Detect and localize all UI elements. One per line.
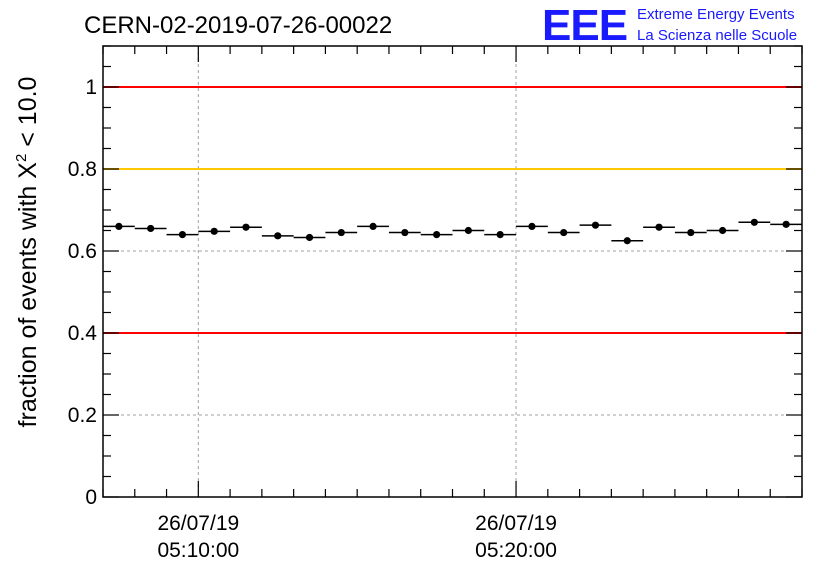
data-point	[579, 221, 612, 229]
axes	[102, 45, 803, 498]
y-tick-label: 1	[85, 76, 97, 99]
data-point-marker	[274, 232, 282, 240]
data-point-marker	[433, 231, 441, 239]
x-tick-label-date: 26/07/19	[475, 512, 557, 535]
data-point	[261, 232, 294, 240]
data-point	[198, 227, 231, 235]
y-axis-label-symbol: X	[14, 162, 42, 179]
data-point-marker	[496, 231, 504, 239]
data-point	[103, 222, 135, 230]
data-point	[484, 231, 517, 239]
y-tick-label: 0.2	[68, 404, 97, 427]
data-point	[230, 223, 262, 231]
x-tick-label-time: 05:20:00	[475, 539, 557, 562]
data-point	[643, 223, 675, 231]
data-point	[166, 231, 199, 239]
data-point	[293, 233, 326, 242]
data-point	[547, 228, 580, 237]
y-axis-label-prefix: fraction of events with	[14, 179, 42, 428]
data-point	[516, 222, 548, 230]
data-point	[325, 228, 358, 237]
y-axis-label-suffix: < 10.0	[14, 77, 42, 154]
y-tick-label: 0.4	[68, 322, 98, 345]
chart-title: CERN-02-2019-07-26-00022	[84, 12, 392, 39]
eee-logo-letters: EEE	[542, 1, 627, 50]
data-point	[706, 226, 739, 235]
data-point-marker	[401, 228, 409, 237]
data-point-marker	[718, 226, 727, 235]
y-tick-label: 0	[85, 486, 97, 509]
data-point-marker	[178, 231, 187, 239]
data-point-marker	[369, 222, 377, 230]
grid-lines	[103, 46, 802, 497]
data-point-marker	[623, 237, 631, 245]
x-tick-label-time: 05:10:00	[157, 539, 239, 562]
data-point-marker	[750, 218, 758, 226]
eee-logo-line2: La Scienza nelle Scuole	[637, 27, 797, 44]
data-point	[134, 224, 167, 233]
data-point-marker	[560, 228, 568, 237]
data-point	[452, 226, 485, 235]
y-axis-label-exponent: 2	[13, 154, 30, 162]
reference-lines	[103, 86, 802, 334]
data-point-marker	[591, 221, 600, 229]
x-tick-labels: 26/07/19 05:10:00 26/07/19 05:20:00	[157, 512, 556, 562]
data-point	[357, 222, 389, 230]
data-point-marker	[147, 224, 155, 233]
data-point-marker	[782, 220, 790, 228]
data-point	[611, 237, 644, 245]
data-point-marker	[337, 228, 345, 237]
x-tick-label-date: 26/07/19	[157, 512, 239, 535]
data-point-marker	[115, 222, 123, 230]
data-point-marker	[687, 228, 695, 237]
y-tick-label: 0.6	[68, 240, 97, 263]
eee-logo-line1: Extreme Energy Events	[637, 6, 795, 23]
data-point	[388, 228, 421, 237]
data-point	[674, 228, 707, 237]
data-points	[103, 218, 802, 245]
y-tick-labels: 0 0.2 0.4 0.6 0.8 1	[68, 76, 98, 509]
y-tick-label: 0.8	[68, 158, 97, 181]
data-point	[738, 218, 771, 226]
data-point-marker	[242, 223, 250, 231]
data-point-marker	[528, 222, 536, 230]
data-point	[420, 231, 453, 239]
eee-logo: EEE Extreme Energy Events La Scienza nel…	[542, 1, 797, 50]
y-axis-label: fraction of events with X2 < 10.0	[13, 77, 42, 428]
plot-frame	[102, 45, 803, 498]
data-point-marker	[464, 226, 472, 235]
data-point-marker	[655, 223, 663, 231]
data-point-marker	[305, 233, 314, 242]
data-point	[770, 220, 802, 228]
data-point-marker	[210, 227, 218, 235]
